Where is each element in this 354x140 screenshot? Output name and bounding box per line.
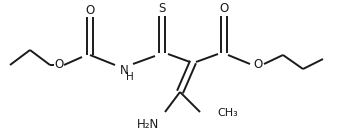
Text: N: N xyxy=(120,64,129,76)
Text: O: O xyxy=(55,59,64,72)
Text: S: S xyxy=(158,3,166,16)
Text: O: O xyxy=(253,59,263,72)
Text: H₂N: H₂N xyxy=(137,118,159,131)
Text: O: O xyxy=(219,3,229,16)
Text: H: H xyxy=(126,72,134,82)
Text: O: O xyxy=(85,4,95,17)
Text: CH₃: CH₃ xyxy=(217,108,238,118)
